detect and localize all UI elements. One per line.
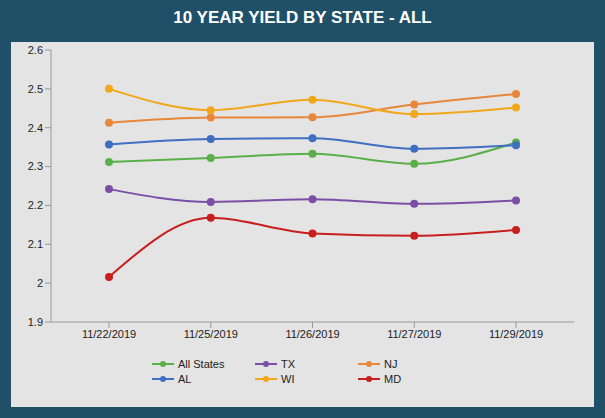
svg-text:11/26/2019: 11/26/2019 [285,328,339,340]
html-text:WI: WI [281,373,295,385]
html-text:NJ: NJ [384,358,398,370]
svg-text:11/25/2019: 11/25/2019 [184,328,238,340]
svg-text:2.3: 2.3 [28,160,43,172]
svg-text:2.5: 2.5 [28,83,43,95]
svg-text:2.1: 2.1 [28,238,43,250]
svg-text:2: 2 [37,277,43,289]
svg-text:2.2: 2.2 [28,199,43,211]
svg-text:11/22/2019: 11/22/2019 [82,328,136,340]
html-text:10 YEAR YIELD BY STATE - ALL: 10 YEAR YIELD BY STATE - ALL [173,8,432,27]
html-text:TX: TX [281,358,296,370]
html-text:AL: AL [178,373,192,385]
html-text:All States: All States [178,358,225,370]
svg-text:11/27/2019: 11/27/2019 [387,328,441,340]
svg-text:2.6: 2.6 [28,44,43,56]
svg-text:2.4: 2.4 [28,122,43,134]
svg-text:11/29/2019: 11/29/2019 [489,328,543,340]
html-text:MD: MD [384,373,402,385]
svg-text:1.9: 1.9 [28,316,43,328]
